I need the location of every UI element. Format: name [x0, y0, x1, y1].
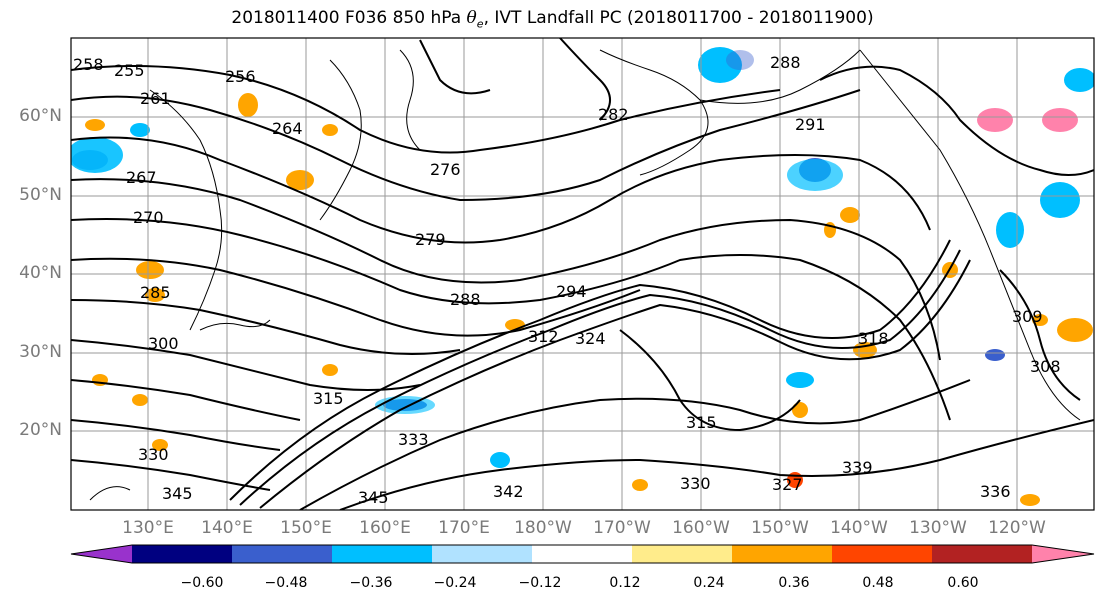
colorbar-cell [732, 545, 833, 563]
lon-label: 130°E [122, 518, 174, 538]
lon-label: 160°W [672, 518, 730, 538]
contour-label: 308 [1030, 357, 1061, 376]
map-frame [70, 37, 1095, 511]
colorbar-tick-label: −0.24 [433, 575, 477, 591]
contour-label: 330 [138, 445, 169, 464]
theta-symbol: θ [466, 8, 477, 28]
contour-label: 342 [493, 482, 524, 501]
contour-label: 258 [73, 55, 104, 74]
colorbar-cell [432, 545, 533, 563]
colorbar-tick-label: −0.60 [180, 575, 224, 591]
contour-label: 285 [140, 283, 171, 302]
contour-lines [71, 38, 1094, 510]
lon-label: 180°W [514, 518, 572, 538]
colorbar-cells [132, 545, 1033, 563]
colorbar-cell [632, 545, 733, 563]
contour-label: 300 [148, 334, 179, 353]
lon-label: 150°W [751, 518, 809, 538]
contour-label: 255 [114, 61, 145, 80]
gridlines [71, 38, 1094, 510]
contour-label: 256 [225, 67, 256, 86]
colorbar-tick-label: −0.36 [349, 575, 393, 591]
contour-label: 264 [272, 119, 303, 138]
colorbar-tick-label: 0.36 [778, 575, 810, 591]
contour-label-group: 258 255 256 261 264 267 270 276 279 282 … [73, 53, 1061, 507]
colorbar-cell [532, 545, 633, 563]
contour-label: 336 [980, 482, 1011, 501]
colorbar-tick-label: 0.60 [947, 575, 979, 591]
colorbar-extend-left [71, 545, 132, 563]
lon-label: 150°E [280, 518, 332, 538]
colorbar-cell [832, 545, 933, 563]
chart-title: 2018011400 F036 850 hPa θe, IVT Landfall… [0, 8, 1105, 30]
contour-label: 324 [575, 329, 606, 348]
title-suffix: , IVT Landfall PC (2018011700 - 20180119… [483, 8, 874, 28]
contour-label: 333 [398, 430, 429, 449]
lat-label: 60°N [19, 106, 62, 126]
contour-label: 291 [795, 115, 826, 134]
contour-label: 345 [358, 488, 389, 507]
colorbar-tick-label: −0.12 [518, 575, 562, 591]
contour-label: 288 [770, 53, 801, 72]
contour-label: 312 [528, 327, 559, 346]
map-content: 258 255 256 261 264 267 270 276 279 282 … [71, 38, 1094, 510]
contour-label: 309 [1012, 307, 1043, 326]
colorbar-tick-label: 0.48 [862, 575, 894, 591]
colorbar-cell [932, 545, 1033, 563]
contour-label: 267 [126, 168, 157, 187]
lat-label: 30°N [19, 342, 62, 362]
contour-label: 339 [842, 458, 873, 477]
lon-label: 170°E [438, 518, 490, 538]
contour-label: 327 [772, 475, 803, 494]
colorbar-tick-label: −0.48 [264, 575, 308, 591]
lat-label: 40°N [19, 263, 62, 283]
lon-label: 170°W [593, 518, 651, 538]
contour-label: 279 [415, 230, 446, 249]
contour-label: 315 [686, 413, 717, 432]
lon-label: 160°E [359, 518, 411, 538]
colorbar [70, 544, 1095, 564]
colorbar-tick-label: 0.12 [609, 575, 641, 591]
lon-label: 140°W [830, 518, 888, 538]
title-prefix: 2018011400 F036 850 hPa [231, 8, 467, 28]
coastlines [89, 49, 1081, 501]
lon-label: 120°W [988, 518, 1046, 538]
contour-label: 315 [313, 389, 344, 408]
colorbar-cell [332, 545, 433, 563]
theta-subscript: e [476, 17, 484, 31]
contour-label: 282 [598, 105, 629, 124]
lon-label: 140°E [201, 518, 253, 538]
contour-label: 318 [858, 329, 889, 348]
contour-label: 345 [162, 484, 193, 503]
lat-label: 20°N [19, 420, 62, 440]
colorbar-cell [232, 545, 333, 563]
lon-label: 130°W [909, 518, 967, 538]
contour-label: 330 [680, 474, 711, 493]
contour-label: 261 [140, 89, 171, 108]
colorbar-cell [132, 545, 233, 563]
colorbar-outline [70, 544, 1095, 564]
contour-label: 276 [430, 160, 461, 179]
colorbar-extend-right [1032, 545, 1094, 563]
contour-label: 270 [133, 208, 164, 227]
contour-label: 294 [556, 282, 587, 301]
colorbar-tick-label: 0.24 [693, 575, 725, 591]
lat-label: 50°N [19, 185, 62, 205]
contour-label: 288 [450, 290, 481, 309]
